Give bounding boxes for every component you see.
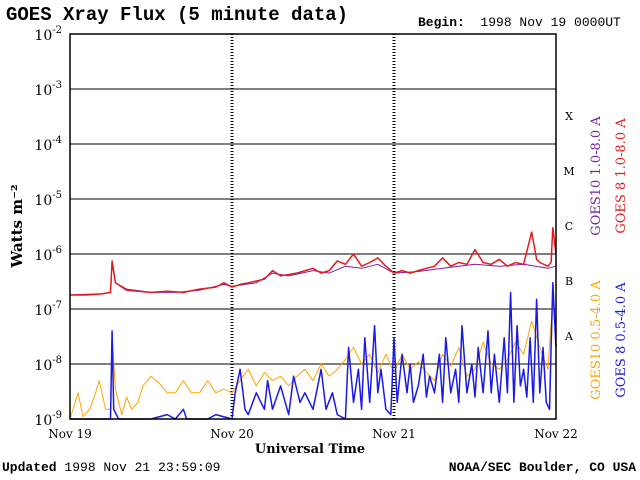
x-tick-label: Nov 22 [534, 427, 578, 441]
flare-class-labels: X M C B A [563, 110, 574, 343]
y-tick-label: 10-9 [34, 410, 62, 429]
y-axis-label: Watts m⁻² [8, 184, 26, 268]
series-line-goes10-1-0-8-0-a [69, 262, 557, 296]
credit-text: NOAA/SEC Boulder, CO USA [448, 460, 636, 475]
x-tick-label: Nov 21 [372, 427, 416, 441]
flare-class-label: X [565, 110, 573, 123]
day-tick-marks [230, 34, 396, 419]
chart-title: GOES Xray Flux (5 minute data) [6, 4, 349, 26]
x-tick-label: Nov 19 [48, 427, 92, 441]
legend: GOES10 1.0-8.0 A GOES 8 1.0-8.0 A GOES10 0… [589, 116, 629, 400]
updated-value: 1998 Nov 21 23:59:09 [64, 460, 221, 475]
flare-class-label: A [564, 330, 574, 343]
series-line-goes-8-1-0-8-0-a [70, 227, 557, 296]
begin-value: 1998 Nov 19 0000UT [480, 15, 621, 30]
updated-timestamp: Updated 1998 Nov 21 23:59:09 [2, 460, 220, 475]
y-tick-label: 10-7 [34, 300, 62, 319]
flare-class-label: C [565, 220, 573, 233]
legend-entry: GOES 8 1.0-8.0 A [614, 118, 629, 234]
plot-frame [69, 33, 557, 420]
y-tick-label: 10-2 [34, 25, 62, 44]
begin-label: Begin: [418, 15, 465, 30]
begin-date: Begin: 1998 Nov 19 0000UT [418, 15, 621, 30]
x-tick-label: Nov 20 [210, 427, 254, 441]
x-axis: Nov 19 Nov 20 Nov 21 Nov 22 [48, 427, 578, 441]
x-axis-label: Universal Time [255, 442, 365, 457]
series-line-goes-8-0-5-4-0-a [70, 282, 557, 420]
y-tick-label: 10-6 [34, 245, 62, 264]
grid-lines [70, 33, 556, 420]
legend-entry: GOES 8 0.5-4.0 A [614, 282, 629, 398]
flare-class-label: M [563, 165, 574, 178]
y-axis: 10-9 10-8 10-7 10-6 10-5 10-4 10-3 10-2 [34, 25, 76, 429]
updated-label: Updated [2, 460, 57, 475]
y-tick-label: 10-4 [34, 135, 62, 154]
flare-class-label: B [565, 275, 573, 288]
y-tick-label: 10-5 [34, 190, 62, 209]
series-layer [69, 227, 557, 420]
y-tick-label: 10-8 [34, 355, 62, 374]
legend-entry: GOES10 1.0-8.0 A [589, 116, 604, 236]
legend-entry: GOES10 0.5-4.0 A [589, 280, 604, 400]
y-tick-label: 10-3 [34, 80, 62, 99]
series-line-goes10-0-5-4-0-a [69, 298, 557, 420]
